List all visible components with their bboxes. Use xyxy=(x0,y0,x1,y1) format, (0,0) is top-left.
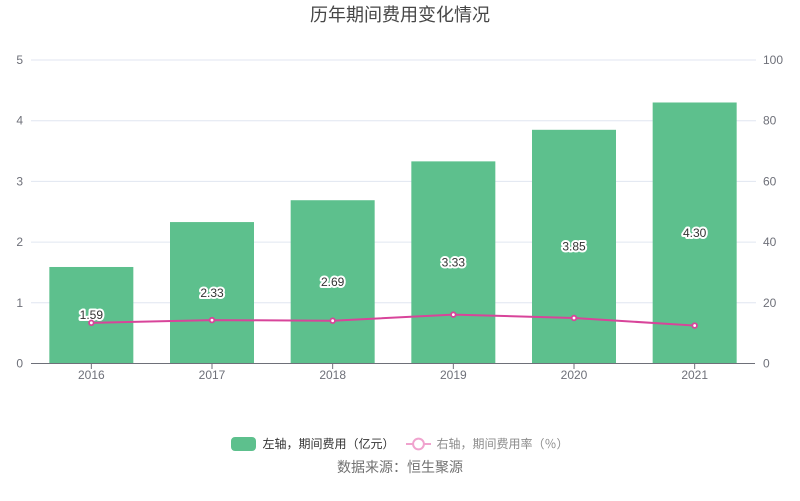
left-axis-tick-label: 0 xyxy=(16,357,23,371)
x-axis-label: 2021 xyxy=(681,368,708,382)
bar-2018[interactable] xyxy=(290,200,375,364)
right-axis-tick-label: 100 xyxy=(763,53,783,67)
left-axis-tick-label: 4 xyxy=(16,114,23,128)
legend-item-bar-series[interactable]: 左轴，期间费用（亿元） xyxy=(231,437,395,451)
line-series-marker-icon xyxy=(405,437,431,451)
bar-series-swatch-icon xyxy=(231,437,257,451)
source-note: 数据来源：恒生聚源 xyxy=(337,459,463,475)
bar-value-label: 2.33 xyxy=(200,286,224,300)
right-axis-tick-label: 40 xyxy=(763,235,777,249)
right-axis-tick-label: 0 xyxy=(763,357,770,371)
left-axis-tick-label: 2 xyxy=(16,235,23,249)
chart-title: 历年期间费用变化情况 xyxy=(310,5,490,25)
left-axis-tick-label: 1 xyxy=(16,296,23,310)
bar-value-label: 2.69 xyxy=(321,275,345,289)
legend-label-line-series: 右轴，期间费用率（％） xyxy=(436,437,569,451)
bar-value-label: 3.33 xyxy=(442,255,466,269)
line-point-2016[interactable] xyxy=(88,319,95,327)
bar-2017[interactable] xyxy=(170,222,254,364)
bar-2016[interactable] xyxy=(49,266,134,364)
left-axis-tick-label: 5 xyxy=(16,53,23,67)
x-axis-label: 2017 xyxy=(199,368,226,382)
x-axis-label: 2020 xyxy=(561,368,588,382)
x-axis-label: 2016 xyxy=(78,368,105,382)
bar-value-label: 4.30 xyxy=(683,226,707,240)
line-point-2019[interactable] xyxy=(450,311,457,318)
bar-value-label: 1.59 xyxy=(80,308,104,322)
legend-label-bar-series: 左轴，期间费用（亿元） xyxy=(262,437,395,451)
legend-item-line-series[interactable]: 右轴，期间费用率（％） xyxy=(405,437,569,451)
line-point-2020[interactable] xyxy=(570,314,578,322)
bar-2019[interactable] xyxy=(411,161,496,364)
left-axis-tick-label: 3 xyxy=(16,174,23,188)
bar-2020[interactable] xyxy=(532,129,616,364)
right-axis-tick-label: 60 xyxy=(763,174,777,188)
legend: 左轴，期间费用（亿元） 右轴，期间费用率（％） xyxy=(0,436,800,452)
bar-2021[interactable] xyxy=(652,102,737,364)
right-axis-tick-label: 80 xyxy=(763,114,777,128)
line-point-2018[interactable] xyxy=(329,317,336,324)
x-axis-label: 2018 xyxy=(319,368,346,382)
line-point-2017[interactable] xyxy=(208,316,216,324)
bar-value-label: 3.85 xyxy=(562,240,586,254)
line-point-2021[interactable] xyxy=(691,322,698,329)
right-axis-tick-label: 20 xyxy=(763,296,777,310)
x-axis-label: 2019 xyxy=(440,368,467,382)
rate-line xyxy=(90,313,696,327)
